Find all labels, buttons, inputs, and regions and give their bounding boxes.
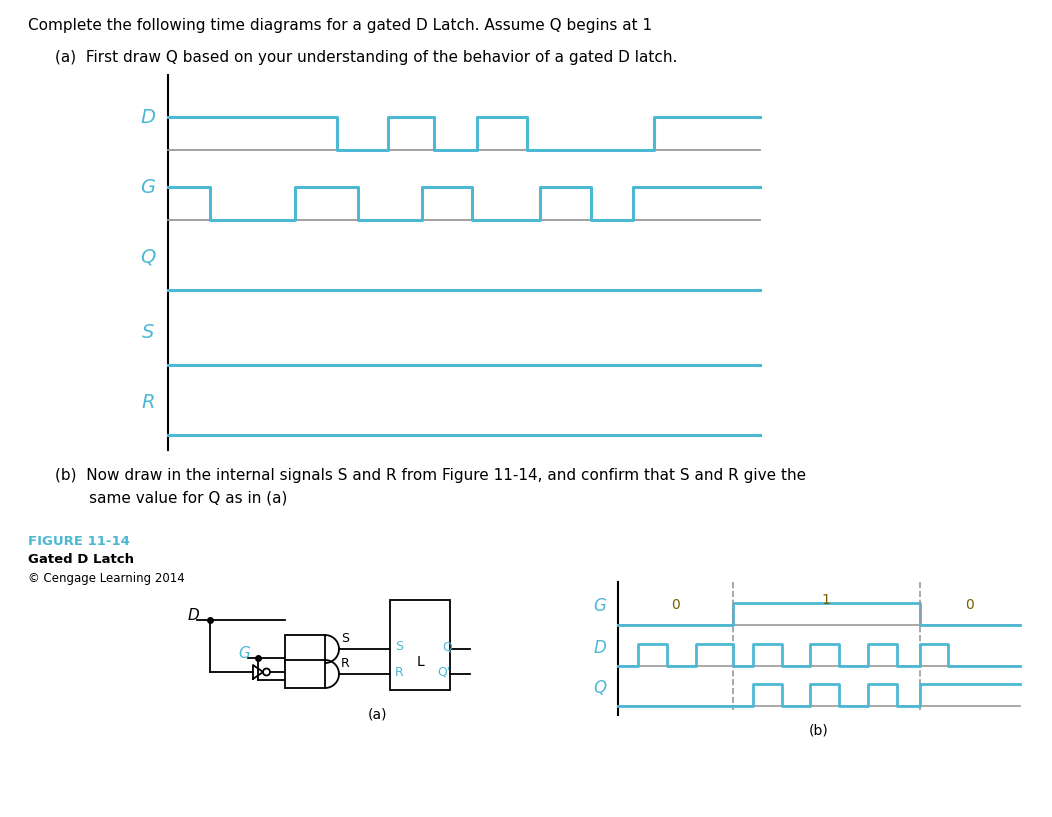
Text: S: S bbox=[142, 323, 155, 342]
Text: S: S bbox=[394, 641, 403, 654]
Bar bbox=[390, 600, 450, 690]
Text: © Cengage Learning 2014: © Cengage Learning 2014 bbox=[28, 572, 185, 585]
Text: 0: 0 bbox=[671, 598, 680, 612]
Text: Q: Q bbox=[140, 248, 156, 266]
Text: Q: Q bbox=[442, 641, 452, 654]
Text: D: D bbox=[141, 108, 156, 127]
Text: FIGURE 11-14: FIGURE 11-14 bbox=[28, 535, 129, 548]
Text: Q': Q' bbox=[437, 666, 450, 678]
Text: Complete the following time diagrams for a gated D Latch. Assume Q begins at 1: Complete the following time diagrams for… bbox=[28, 18, 652, 33]
Text: G: G bbox=[140, 177, 156, 197]
Text: Q: Q bbox=[593, 679, 607, 697]
Text: G: G bbox=[593, 597, 606, 615]
Text: L: L bbox=[417, 654, 424, 668]
Text: R: R bbox=[141, 392, 155, 412]
Text: R: R bbox=[394, 666, 404, 678]
Bar bbox=[285, 635, 325, 663]
Text: (b): (b) bbox=[809, 723, 829, 737]
Text: R: R bbox=[341, 657, 349, 670]
Text: D: D bbox=[593, 639, 606, 657]
Text: (a)  First draw Q based on your understanding of the behavior of a gated D latch: (a) First draw Q based on your understan… bbox=[55, 50, 677, 65]
Text: (a): (a) bbox=[368, 708, 387, 722]
Text: (b)  Now draw in the internal signals S and R from Figure 11-14, and confirm tha: (b) Now draw in the internal signals S a… bbox=[55, 468, 806, 483]
Text: 0: 0 bbox=[966, 598, 974, 612]
Text: Gated D Latch: Gated D Latch bbox=[28, 553, 134, 566]
Text: S: S bbox=[341, 632, 349, 645]
Bar bbox=[285, 660, 325, 688]
Text: 1: 1 bbox=[822, 593, 831, 607]
Text: D: D bbox=[188, 609, 200, 623]
Text: G: G bbox=[238, 645, 250, 660]
Text: same value for Q as in (a): same value for Q as in (a) bbox=[55, 490, 287, 505]
